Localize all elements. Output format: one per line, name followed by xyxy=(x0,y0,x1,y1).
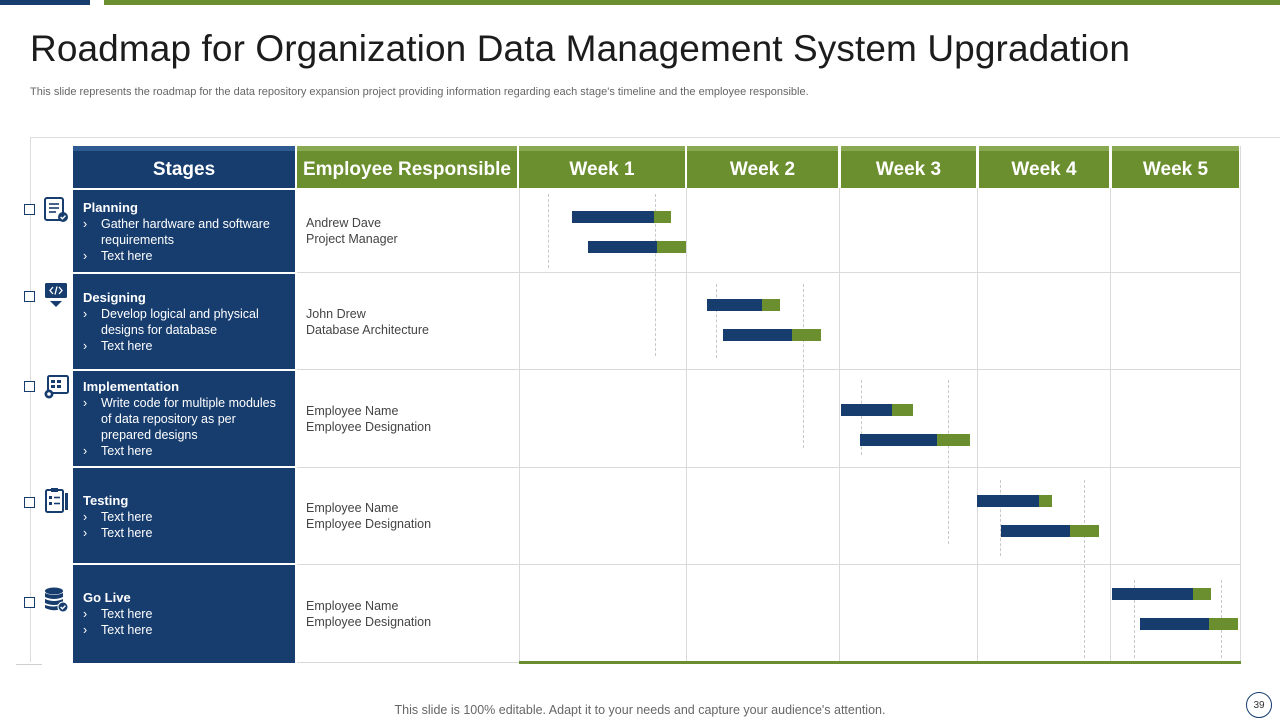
database-check-icon xyxy=(42,586,70,614)
header-week-4: Week 4 xyxy=(979,146,1109,188)
grid-line xyxy=(977,188,978,663)
frame-top-line xyxy=(30,137,1280,138)
stage-cell-testing: Testing › Text here › Text here xyxy=(73,468,295,563)
grid-line xyxy=(519,188,520,663)
employee-cell: Employee Name Employee Designation xyxy=(306,468,516,563)
page-number: 39 xyxy=(1246,692,1272,718)
page-subtitle: This slide represents the roadmap for th… xyxy=(30,86,809,98)
employee-name: Employee Name xyxy=(306,599,399,613)
employee-cell: Employee Name Employee Designation xyxy=(306,371,516,466)
header-week-1: Week 1 xyxy=(519,146,685,188)
header-employee-responsible: Employee Responsible xyxy=(297,146,517,188)
gantt-bar xyxy=(723,329,821,341)
stage-item: › Text here xyxy=(83,339,153,353)
stage-item: › Text here xyxy=(83,444,153,458)
employee-name: Employee Name xyxy=(306,403,399,418)
header-stages: Stages xyxy=(73,146,295,188)
timeline-dash xyxy=(716,284,717,358)
gantt-bar xyxy=(572,211,671,223)
gantt-bar xyxy=(588,241,686,253)
employee-cell: John Drew Database Architecture xyxy=(306,274,516,369)
testing-checklist-icon xyxy=(42,487,70,515)
stage-item: › Text here xyxy=(83,623,153,637)
gantt-bar xyxy=(1001,525,1099,537)
implementation-gear-icon xyxy=(42,373,70,401)
stage-checkbox[interactable] xyxy=(24,204,35,215)
stage-title: Implementation xyxy=(83,379,180,394)
stage-item: › Text here xyxy=(83,526,153,540)
timeline-dash xyxy=(1134,580,1135,658)
stage-cell-designing: Designing › Develop logical and physical … xyxy=(73,274,295,369)
gantt-bar xyxy=(707,299,780,311)
stage-item: › Gather hardware and software requiremen… xyxy=(83,217,270,247)
stage-item: › Text here xyxy=(83,249,153,263)
timeline-dash xyxy=(948,380,949,544)
frame-left-line xyxy=(30,137,31,662)
stage-item: › Text here xyxy=(83,510,153,524)
gantt-bar xyxy=(860,434,970,446)
page-title: Roadmap for Organization Data Management… xyxy=(30,28,1131,69)
header-week-5: Week 5 xyxy=(1112,146,1239,188)
employee-cell: Andrew Dave Project Manager xyxy=(306,190,516,272)
stage-cell-go-live: Go Live › Text here › Text here xyxy=(73,565,295,663)
employee-cell: Employee Name Employee Designation xyxy=(306,565,516,663)
stage-item: › Text here xyxy=(83,607,153,621)
stage-cell-implementation: Implementation › Write code for multiple … xyxy=(73,371,295,466)
timeline-dash xyxy=(1000,480,1001,556)
employee-name: Employee Name xyxy=(306,500,399,515)
planning-document-icon xyxy=(42,196,70,224)
gantt-bar xyxy=(977,495,1052,507)
grid-line xyxy=(297,564,1241,565)
header-week-2: Week 2 xyxy=(687,146,838,188)
employee-role: Project Manager xyxy=(306,232,398,246)
stage-checkbox[interactable] xyxy=(24,497,35,508)
stage-checkbox[interactable] xyxy=(24,597,35,608)
stage-title: Designing xyxy=(83,290,146,305)
stage-checkbox[interactable] xyxy=(24,291,35,302)
gantt-bar xyxy=(841,404,913,416)
employee-role: Database Architecture xyxy=(306,322,429,337)
gantt-bar xyxy=(1140,618,1238,630)
frame-foot-line xyxy=(16,664,42,665)
employee-role: Employee Designation xyxy=(306,419,432,434)
header-week-3: Week 3 xyxy=(841,146,976,188)
employee-role: Employee Designation xyxy=(306,615,432,629)
grid-line xyxy=(297,272,1241,273)
stage-cell-planning: Planning › Gather hardware and software r… xyxy=(73,190,295,272)
footer-note: This slide is 100% editable. Adapt it to… xyxy=(394,703,886,717)
stage-title: Testing xyxy=(83,493,129,508)
top-accent-bar-navy xyxy=(0,0,90,5)
timeline-dash xyxy=(803,284,804,448)
grid-line xyxy=(297,467,1241,468)
stage-item: › Develop logical and physical designs fo… xyxy=(83,307,259,337)
gantt-bar xyxy=(1112,588,1211,600)
employee-name: John Drew xyxy=(306,306,366,321)
grid-line xyxy=(297,662,519,663)
grid-line xyxy=(297,369,1241,370)
grid-line xyxy=(839,188,840,663)
stage-checkbox[interactable] xyxy=(24,381,35,392)
stage-item: › Write code for multiple modules of data… xyxy=(83,396,276,442)
grid-line xyxy=(686,188,687,663)
timeline-dash xyxy=(655,194,656,356)
stage-title: Planning xyxy=(83,200,138,215)
design-monitor-icon xyxy=(42,281,70,309)
grid-line xyxy=(1110,188,1111,663)
table-bottom-accent xyxy=(519,661,1241,664)
employee-role: Employee Designation xyxy=(306,516,432,531)
stage-title: Go Live xyxy=(83,590,131,605)
timeline-dash xyxy=(861,380,862,455)
top-accent-bar-green xyxy=(104,0,1280,5)
grid-line xyxy=(1240,146,1241,663)
employee-name: Andrew Dave xyxy=(306,216,382,230)
timeline-dash xyxy=(548,194,549,268)
timeline-dash xyxy=(1084,480,1085,658)
